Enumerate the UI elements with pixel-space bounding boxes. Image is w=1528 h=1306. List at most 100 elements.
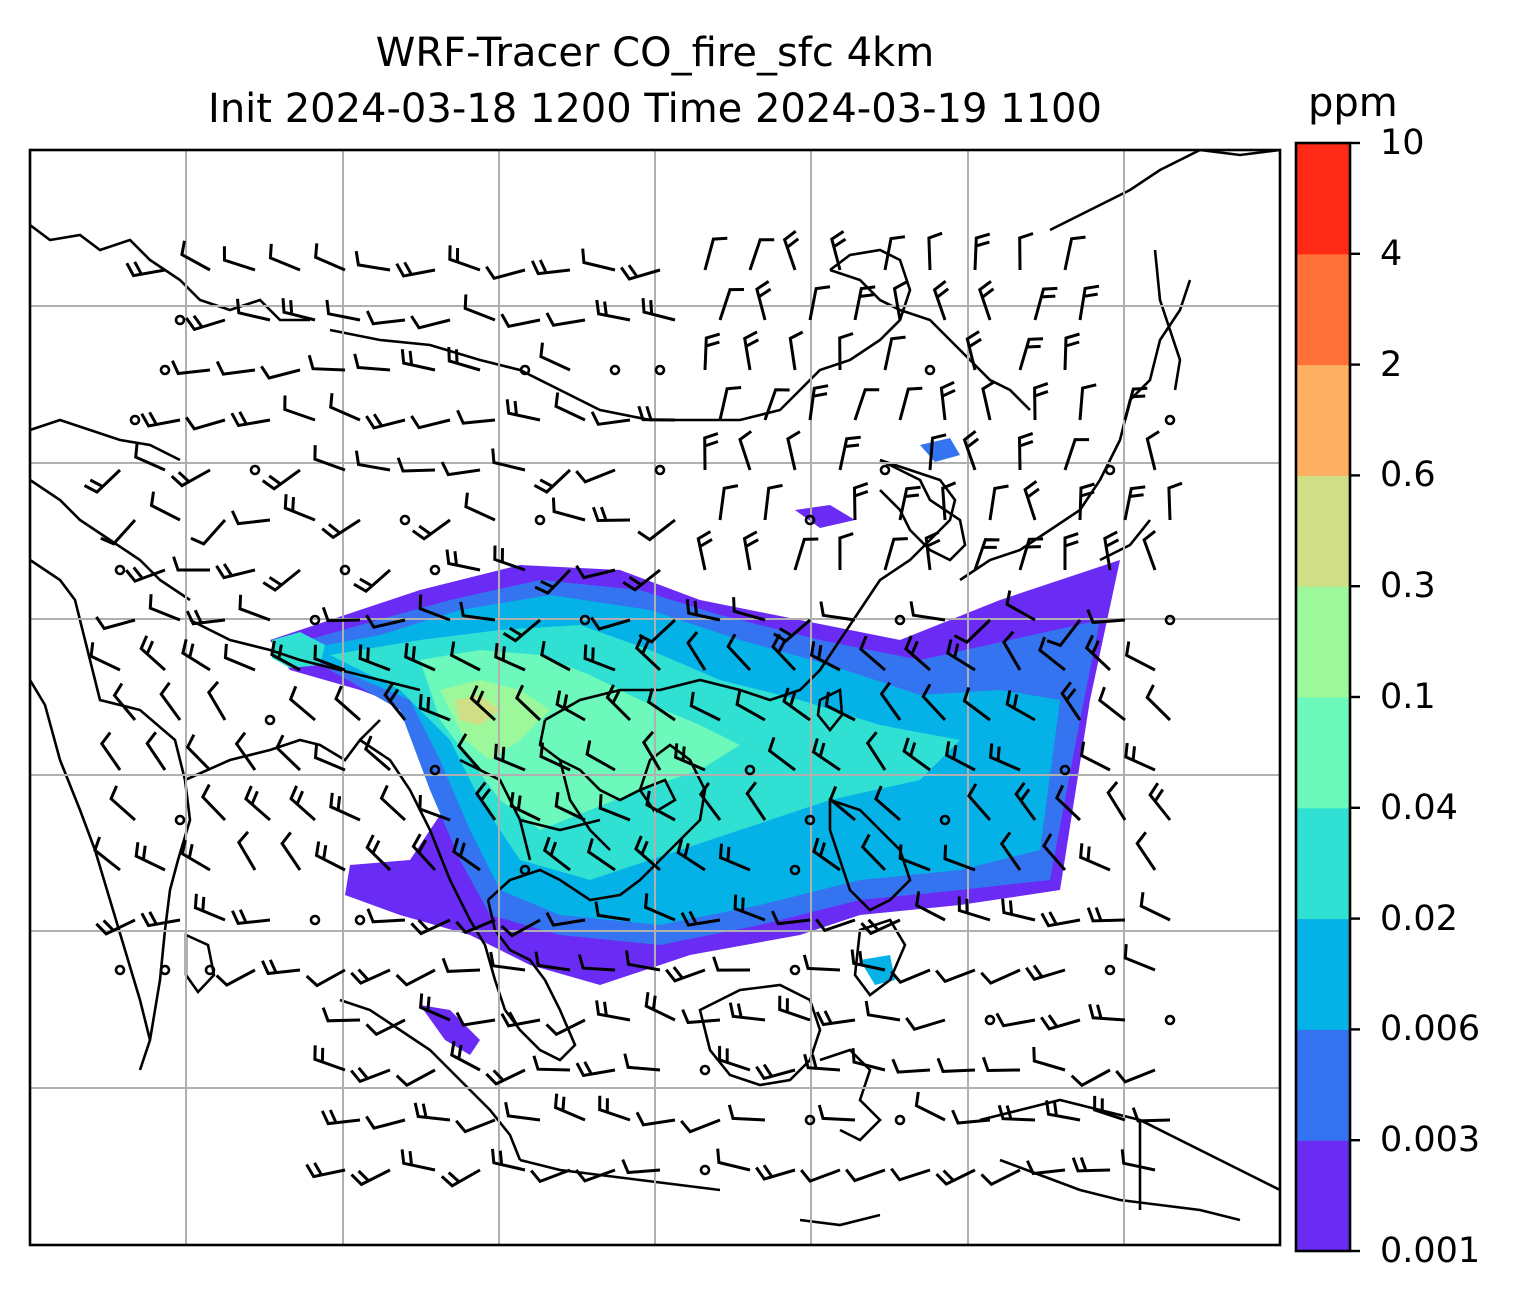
colorbar-segment bbox=[1296, 807, 1350, 920]
coast-bay-bengal bbox=[184, 719, 381, 782]
wind-barb bbox=[932, 280, 950, 321]
wind-barb bbox=[953, 618, 992, 645]
wind-barb bbox=[621, 1159, 661, 1175]
wind-barb bbox=[946, 639, 976, 672]
wind-barb bbox=[803, 1053, 841, 1072]
wind-barb bbox=[449, 641, 481, 672]
calm-wind-marker bbox=[789, 864, 801, 876]
coast-taiwan bbox=[816, 687, 844, 733]
wind-barb bbox=[1120, 1149, 1156, 1172]
wind-barb bbox=[1026, 1160, 1066, 1176]
wind-barb bbox=[904, 635, 931, 672]
wind-barb bbox=[400, 349, 436, 372]
wind-barb bbox=[185, 734, 212, 772]
wind-barb bbox=[459, 601, 496, 622]
wind-barb bbox=[890, 968, 931, 985]
colorbar-segment bbox=[1296, 918, 1350, 1030]
border-china-mongolia bbox=[329, 248, 912, 422]
wind-barb bbox=[1032, 1046, 1066, 1072]
wind-barb bbox=[980, 1168, 1021, 1187]
wind-barb bbox=[646, 688, 676, 722]
wind-barb bbox=[542, 836, 571, 872]
wind-barb bbox=[1063, 438, 1090, 471]
wind-barb bbox=[755, 1164, 796, 1181]
wind-barb bbox=[505, 399, 541, 422]
wind-barb bbox=[379, 784, 407, 822]
wind-barb bbox=[281, 298, 316, 322]
calm-wind-marker bbox=[744, 764, 756, 776]
wind-barb bbox=[545, 312, 586, 327]
wind-barb bbox=[395, 968, 436, 987]
wind-barb bbox=[838, 435, 861, 471]
wind-barb bbox=[494, 642, 526, 672]
wind-barb bbox=[1070, 1068, 1111, 1088]
wind-barb bbox=[261, 959, 301, 976]
wind-barb bbox=[622, 568, 661, 592]
map-panel bbox=[30, 150, 1280, 1245]
wind-barb bbox=[1124, 641, 1156, 672]
wind-barb bbox=[583, 644, 616, 672]
wind-barb bbox=[396, 457, 436, 473]
wind-barb bbox=[778, 995, 811, 1022]
calm-wind-marker bbox=[879, 464, 891, 476]
calm-wind-marker bbox=[519, 864, 531, 876]
wind-barb bbox=[845, 1168, 886, 1183]
wind-barb bbox=[314, 841, 346, 872]
calm-wind-marker bbox=[894, 614, 906, 626]
wind-barb bbox=[404, 642, 436, 672]
map-subtitle: Init 2024-03-18 1200 Time 2024-03-19 110… bbox=[208, 86, 1102, 132]
wind-barb bbox=[645, 790, 676, 822]
wind-barb bbox=[410, 918, 451, 936]
wind-barb bbox=[755, 280, 772, 321]
calm-wind-marker bbox=[309, 614, 321, 626]
wind-barb bbox=[455, 918, 496, 935]
calm-wind-marker bbox=[579, 614, 591, 626]
colorbar-segment bbox=[1296, 253, 1350, 366]
wind-barb bbox=[800, 1168, 841, 1183]
wind-barb bbox=[1042, 833, 1067, 871]
wind-barb bbox=[493, 545, 526, 572]
wind-barb bbox=[852, 481, 869, 521]
wind-barb bbox=[206, 680, 227, 721]
wind-barb bbox=[644, 992, 676, 1022]
wind-barb bbox=[149, 491, 181, 522]
wind-barb bbox=[313, 445, 346, 472]
colorbar-tick-label: 0.001 bbox=[1380, 1231, 1481, 1271]
wind-barb bbox=[890, 1167, 931, 1182]
calm-wind-marker bbox=[654, 364, 666, 376]
wind-barb bbox=[874, 785, 901, 822]
wind-barb bbox=[967, 783, 992, 821]
wind-barb bbox=[464, 492, 496, 522]
wind-barb bbox=[634, 835, 661, 872]
coast-hainan bbox=[638, 778, 677, 814]
wind-barb bbox=[455, 1118, 496, 1134]
wind-barb bbox=[334, 685, 361, 722]
wind-barb bbox=[620, 264, 661, 281]
wind-barb bbox=[718, 1045, 751, 1072]
calm-wind-marker bbox=[264, 714, 276, 726]
wind-barb bbox=[812, 837, 841, 872]
colorbar-unit-label: ppm bbox=[1308, 80, 1398, 126]
map-frame bbox=[28, 148, 1282, 1247]
wind-barb bbox=[145, 731, 167, 771]
wind-barb bbox=[275, 734, 302, 772]
wind-barb bbox=[125, 566, 166, 583]
wind-barb bbox=[350, 1168, 391, 1187]
wind-barb bbox=[456, 409, 496, 425]
wind-barb bbox=[598, 1095, 631, 1122]
wind-barb bbox=[808, 384, 829, 421]
calm-wind-marker bbox=[654, 464, 666, 476]
wind-barb bbox=[320, 1109, 361, 1126]
colorbar-tick-label: 2 bbox=[1380, 344, 1403, 385]
wind-barb bbox=[980, 968, 1021, 985]
calm-wind-marker bbox=[534, 514, 546, 526]
wind-barb bbox=[215, 563, 256, 580]
wind-barb bbox=[1038, 636, 1066, 672]
wind-barb bbox=[598, 794, 631, 822]
wind-barb bbox=[815, 918, 856, 933]
wind-barb bbox=[321, 518, 361, 540]
wind-barb bbox=[533, 468, 572, 494]
wind-barb bbox=[782, 230, 800, 271]
wind-barb bbox=[591, 506, 631, 523]
coast-india bbox=[30, 558, 192, 1071]
